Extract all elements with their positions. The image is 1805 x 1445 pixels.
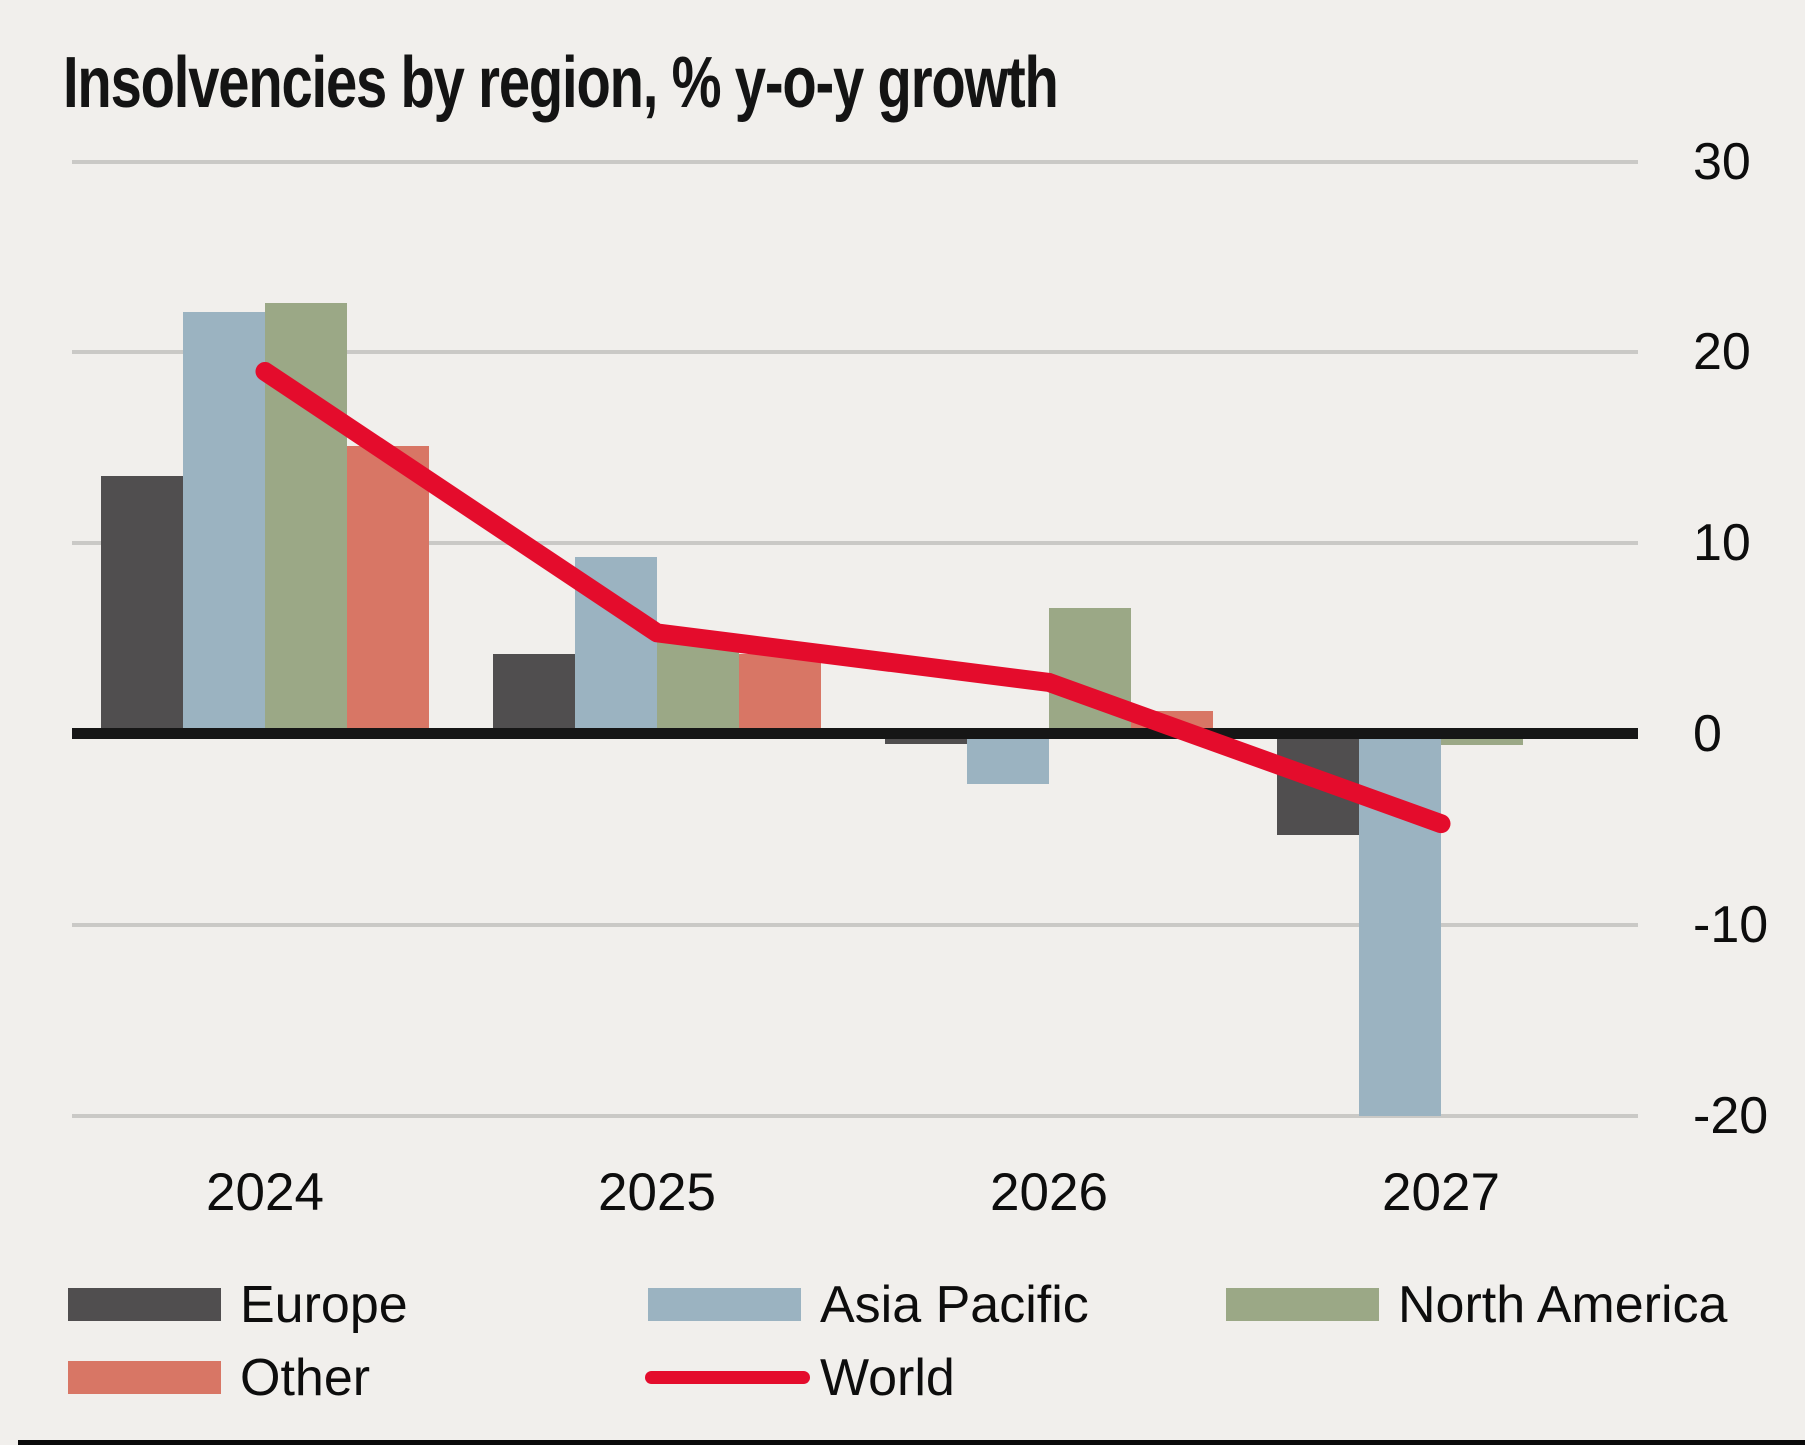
bar-other-2025 (739, 653, 821, 734)
legend-label-europe: Europe (240, 1275, 408, 1334)
legend-label-asia-pacific: Asia Pacific (820, 1275, 1089, 1334)
chart-title: Insolvencies by region, % y-o-y growth (63, 43, 1059, 123)
gridline-30 (72, 159, 1638, 164)
bar-europe-2024 (101, 476, 183, 734)
y-tick-label-0: 0 (1693, 705, 1722, 763)
bar-asia-pacific-2026 (967, 734, 1049, 784)
legend-swatch-asia-pacific (648, 1288, 801, 1321)
bar-asia-pacific-2025 (575, 556, 657, 734)
bar-other-2024 (347, 445, 429, 734)
y-tick-label-20: 20 (1693, 323, 1751, 382)
x-tick-label-2027: 2027 (1382, 1163, 1500, 1222)
y-tick-label--20: -20 (1693, 1086, 1769, 1145)
legend-label-world: World (820, 1348, 955, 1407)
legend-swatch-world (645, 1371, 810, 1384)
bar-europe-2027 (1277, 734, 1359, 836)
legend-swatch-north-america (1226, 1288, 1379, 1321)
bottom-border (18, 1440, 1805, 1445)
bar-north-america-2027 (1441, 734, 1523, 746)
legend-swatch-other (68, 1361, 221, 1394)
bar-asia-pacific-2024 (183, 312, 265, 734)
gridline-20 (72, 350, 1638, 355)
x-tick-label-2024: 2024 (206, 1163, 324, 1222)
x-tick-label-2026: 2026 (990, 1163, 1108, 1222)
legend-label-north-america: North America (1398, 1275, 1728, 1334)
zero-axis-line (72, 728, 1638, 739)
x-tick-label-2025: 2025 (598, 1163, 716, 1222)
bar-north-america-2026 (1049, 608, 1131, 734)
legend-swatch-europe (68, 1288, 221, 1321)
bar-europe-2025 (493, 653, 575, 734)
gridline--10 (72, 922, 1638, 927)
y-tick-label--10: -10 (1693, 895, 1769, 954)
y-tick-label-10: 10 (1693, 514, 1751, 573)
bar-north-america-2024 (265, 302, 347, 734)
legend-label-other: Other (240, 1348, 371, 1407)
bar-north-america-2025 (657, 642, 739, 734)
gridline--20 (72, 1113, 1638, 1118)
bar-asia-pacific-2027 (1359, 734, 1441, 1116)
y-tick-label-30: 30 (1693, 132, 1751, 191)
